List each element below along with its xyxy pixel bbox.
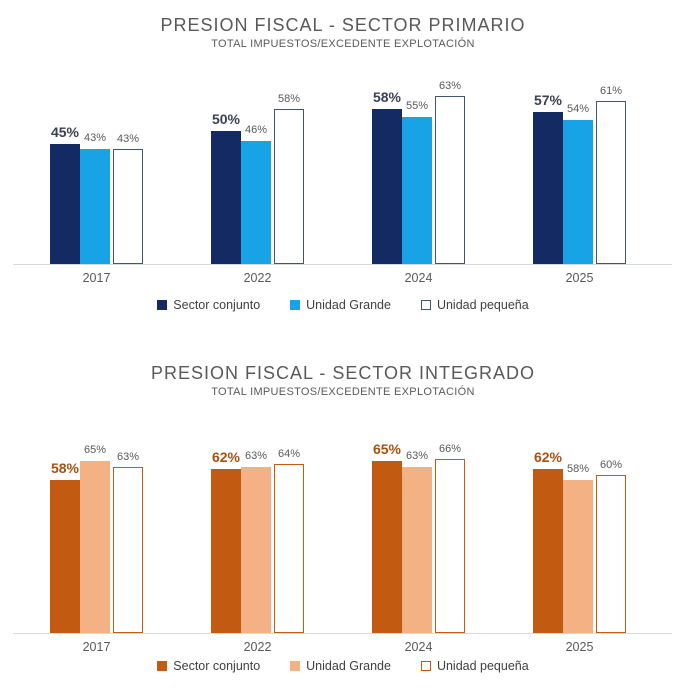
value-label: 63%: [438, 79, 462, 92]
value-label: 50%: [211, 110, 241, 127]
legend-swatch-icon: [157, 300, 168, 310]
value-label: 65%: [372, 441, 402, 457]
bar-series2-2024: 55%: [402, 101, 432, 264]
legend-label: Unidad pequeña: [436, 298, 529, 312]
plot-area: 58% 65% 63% 62% 63% 64% 65% 63% 66% 62% 58% 60%: [13, 442, 672, 634]
x-axis-label: 2017: [82, 640, 111, 654]
legend-item-series2: Unidad Grande: [290, 659, 391, 673]
legend-swatch-icon: [157, 661, 168, 671]
bar-series2-2017: 65%: [80, 445, 110, 633]
x-axis-label: 2024: [404, 271, 433, 285]
legend-item-series1: Sector conjunto: [157, 298, 260, 312]
value-label: 63%: [405, 449, 429, 462]
legend-label: Unidad pequeña: [436, 659, 529, 673]
chart-sector-integrado: PRESION FISCAL - SECTOR INTEGRADO TOTAL …: [0, 362, 686, 673]
chart-sector-primario: PRESION FISCAL - SECTOR PRIMARIO TOTAL I…: [0, 14, 686, 312]
chart-subtitle: TOTAL IMPUESTOS/EXCEDENTE EXPLOTACIÓN: [211, 386, 475, 398]
value-label: 64%: [277, 448, 301, 460]
value-label: 63%: [244, 449, 268, 462]
bar-series1-2022: 50%: [211, 112, 241, 264]
chart-title: PRESION FISCAL - SECTOR INTEGRADO: [150, 363, 536, 383]
value-label: 43%: [83, 132, 107, 144]
bar-group-2022: 62% 63% 64%: [177, 448, 338, 633]
value-label: 58%: [372, 89, 402, 105]
bar-series2-2024: 63%: [402, 450, 432, 633]
bar-series2-2022: 63%: [241, 450, 271, 633]
bar-series3-2022: 58%: [274, 94, 304, 264]
plot-area: 45% 43% 43% 50% 46% 58% 58% 55% 63% 57% 54% 61%: [13, 77, 672, 265]
x-axis-labels: 2017 2022 2024 2025: [16, 271, 660, 285]
bar-series1-2017: 45%: [50, 125, 80, 264]
x-axis-label: 2017: [82, 271, 111, 285]
bar-series2-2017: 43%: [80, 133, 110, 264]
x-axis-label: 2022: [243, 271, 272, 285]
value-label: 62%: [533, 449, 563, 465]
bar-group-2017: 58% 65% 63%: [16, 445, 177, 633]
x-axis-label: 2022: [243, 640, 272, 654]
x-axis-labels: 2017 2022 2024 2025: [16, 640, 660, 654]
legend-item-series3: Unidad pequeña: [420, 659, 529, 673]
legend-item-series2: Unidad Grande: [290, 298, 391, 312]
bar-series3-2024: 66%: [435, 443, 465, 633]
bar-group-2025: 57% 54% 61%: [499, 77, 660, 264]
x-axis-label: 2025: [565, 271, 594, 285]
bar-series2-2025: 58%: [563, 463, 593, 633]
bar-group-2017: 45% 43% 43%: [16, 77, 177, 264]
legend-label: Sector conjunto: [173, 659, 261, 673]
legend-swatch-icon: [420, 300, 431, 310]
bar-series3-2017: 43%: [113, 134, 143, 264]
bar-group-2022: 50% 46% 58%: [177, 77, 338, 264]
value-label: 58%: [50, 459, 80, 476]
legend-swatch-icon: [420, 661, 431, 671]
value-label: 58%: [566, 462, 590, 475]
value-label: 61%: [599, 85, 623, 97]
legend-label: Unidad Grande: [306, 298, 391, 312]
value-label: 43%: [116, 133, 140, 145]
bar-series3-2024: 63%: [435, 80, 465, 264]
value-label: 62%: [211, 449, 241, 465]
bar-series2-2025: 54%: [563, 103, 593, 264]
value-label: 58%: [277, 93, 301, 105]
chart-title: PRESION FISCAL - SECTOR PRIMARIO: [160, 15, 526, 35]
legend-swatch-icon: [290, 661, 301, 671]
bar-series3-2025: 61%: [596, 86, 626, 264]
value-label: 45%: [50, 124, 80, 140]
bar-series1-2022: 62%: [211, 450, 241, 633]
bar-series1-2024: 65%: [372, 442, 402, 633]
bar-group-2025: 62% 58% 60%: [499, 448, 660, 633]
value-label: 55%: [405, 100, 429, 112]
bar-group-2024: 65% 63% 66%: [338, 442, 499, 633]
legend: Sector conjunto Unidad Grande Unidad peque…: [0, 298, 686, 312]
legend-item-series1: Sector conjunto: [157, 659, 260, 673]
value-label: 54%: [566, 102, 590, 115]
x-axis-label: 2024: [404, 640, 433, 654]
bar-series1-2025: 62%: [533, 450, 563, 633]
value-label: 66%: [438, 442, 462, 455]
value-label: 46%: [244, 124, 268, 136]
chart-subtitle: TOTAL IMPUESTOS/EXCEDENTE EXPLOTACIÓN: [211, 38, 475, 50]
value-label: 57%: [533, 91, 563, 108]
value-label: 60%: [599, 458, 623, 471]
legend: Sector conjunto Unidad Grande Unidad peque…: [0, 659, 686, 673]
bar-group-2024: 58% 55% 63%: [338, 77, 499, 264]
bar-series1-2025: 57%: [533, 93, 563, 264]
value-label: 65%: [83, 444, 107, 456]
bar-series3-2017: 63%: [113, 451, 143, 633]
bar-series3-2025: 60%: [596, 459, 626, 633]
legend-swatch-icon: [290, 300, 301, 310]
legend-label: Sector conjunto: [173, 298, 261, 312]
bar-series3-2022: 64%: [274, 449, 304, 633]
bar-series1-2017: 58%: [50, 461, 80, 633]
x-axis-label: 2025: [565, 640, 594, 654]
legend-item-series3: Unidad pequeña: [420, 298, 529, 312]
legend-label: Unidad Grande: [306, 659, 391, 673]
bar-series2-2022: 46%: [241, 125, 271, 264]
bar-series1-2024: 58%: [372, 90, 402, 264]
value-label: 63%: [116, 450, 140, 463]
